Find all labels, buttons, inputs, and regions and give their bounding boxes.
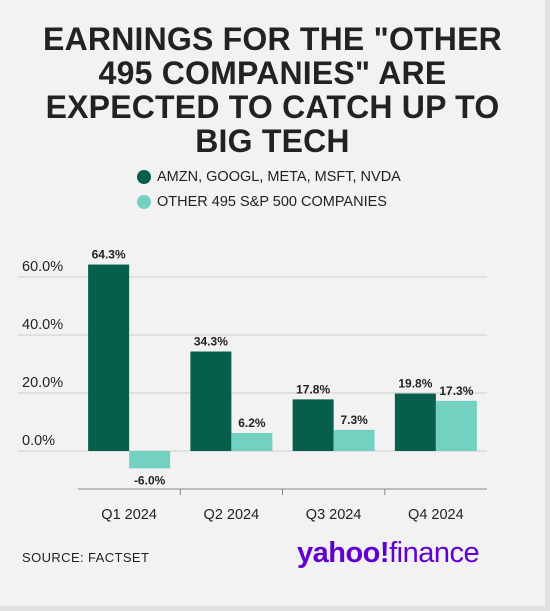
legend-item-other-495: OTHER 495 S&P 500 COMPANIES (137, 191, 387, 213)
legend-item-big-tech: AMZN, GOOGL, META, MSFT, NVDA (137, 166, 401, 188)
data-label: 7.3% (340, 413, 368, 427)
y-tick-label: 20.0% (22, 375, 63, 391)
source-note: SOURCE: FACTSET (22, 550, 150, 565)
y-tick-label: 40.0% (22, 317, 63, 333)
yahoo-finance-logo: yahoo!finance (297, 537, 480, 570)
logo-brand: yahoo! (297, 537, 390, 569)
x-tick-label: Q4 2024 (408, 507, 464, 523)
y-tick-label: 60.0% (22, 259, 63, 275)
bar-other-495-q3-2024 (333, 429, 375, 451)
data-label: 6.2% (238, 416, 266, 430)
data-label: 64.3% (92, 248, 126, 262)
logo-product: finance (389, 537, 480, 569)
bar-other-495-q4-2024 (435, 400, 477, 451)
data-label: 17.8% (296, 382, 330, 396)
legend-swatch-big-tech (137, 170, 151, 184)
x-tick-label: Q2 2024 (204, 507, 260, 523)
bar-big-tech-q3-2024 (292, 399, 334, 451)
bar-big-tech-q4-2024 (394, 393, 436, 451)
legend-label-other-495: OTHER 495 S&P 500 COMPANIES (157, 194, 387, 210)
x-tick-label: Q1 2024 (101, 507, 157, 523)
data-label: 17.3% (439, 384, 473, 398)
y-tick-label: 0.0% (22, 433, 55, 449)
legend-swatch-other-495 (137, 195, 151, 209)
bar-other-495-q1-2024 (129, 451, 171, 469)
data-label: 34.3% (194, 335, 228, 349)
chart-title: EARNINGS FOR THE "OTHER 495 COMPANIES" A… (43, 21, 502, 159)
data-label: 19.8% (398, 377, 432, 391)
bar-big-tech-q2-2024 (190, 351, 232, 451)
bar-big-tech-q1-2024 (88, 264, 130, 451)
data-label: -6.0% (134, 473, 166, 487)
legend-label-big-tech: AMZN, GOOGL, META, MSFT, NVDA (157, 169, 401, 185)
x-tick-label: Q3 2024 (306, 507, 362, 523)
bar-other-495-q2-2024 (231, 433, 273, 451)
